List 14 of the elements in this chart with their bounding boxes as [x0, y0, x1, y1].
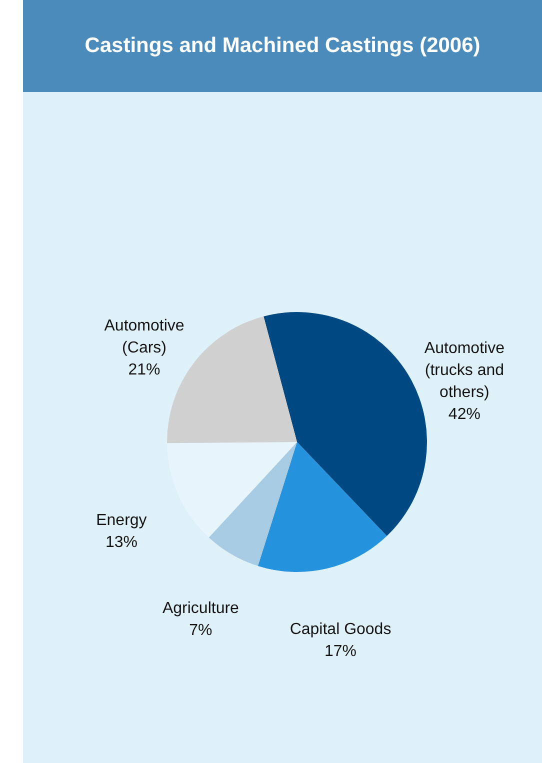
data-label: 42%: [448, 406, 480, 424]
slice-label: Capital Goods: [290, 621, 392, 638]
pie-slice: [167, 442, 297, 538]
data-label: 7%: [189, 622, 212, 640]
slice-label: Automotive (Cars): [104, 318, 184, 357]
slice-label: Agriculture: [162, 600, 240, 618]
data-label: 17%: [324, 643, 357, 660]
slice-label: Automotive (trucks and others): [424, 340, 505, 402]
slice-label: Energy: [96, 512, 147, 529]
pie-slice: [258, 442, 387, 572]
pie-slice: [208, 442, 297, 566]
chart-title: Castings and Machined Castings (2006): [23, 0, 542, 92]
data-label: 21%: [128, 362, 160, 379]
data-label: 13%: [105, 534, 138, 551]
